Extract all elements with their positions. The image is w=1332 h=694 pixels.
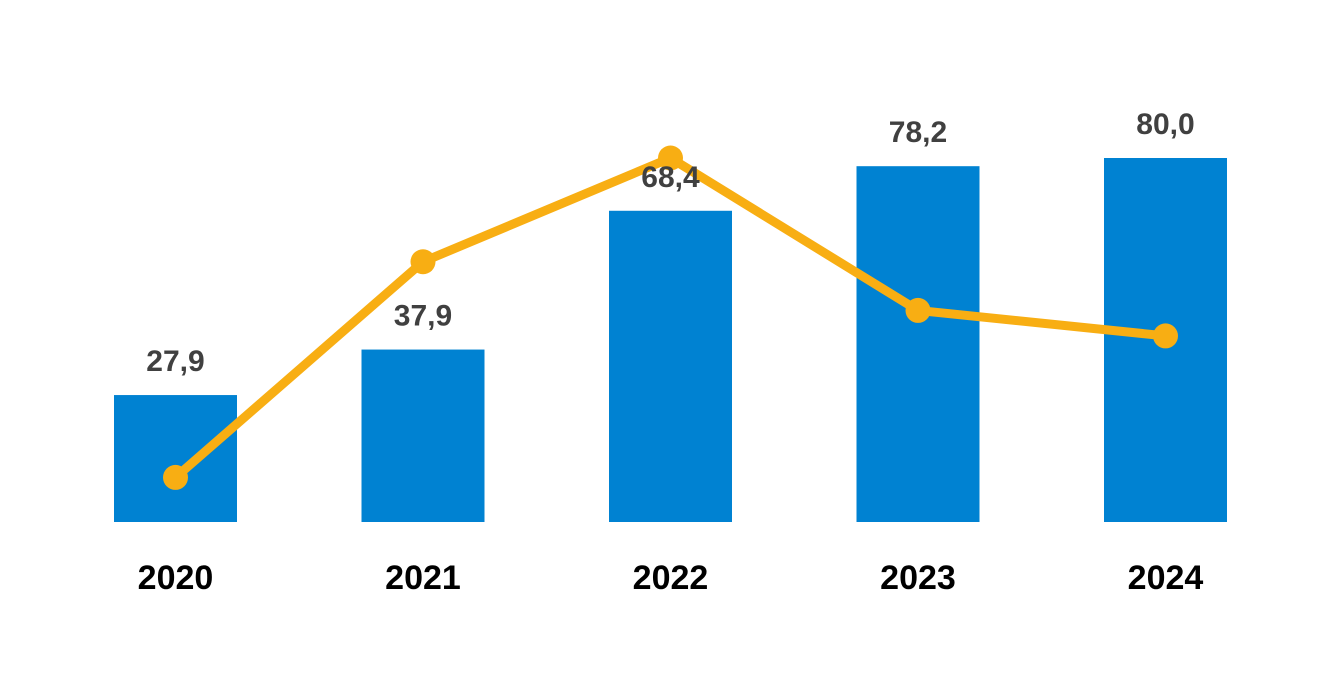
bar-2023 (856, 166, 980, 522)
bar-value-label-2022: 68,4 (641, 161, 700, 194)
bar-value-label-2024: 80,0 (1136, 108, 1194, 141)
line-series-group (163, 145, 1178, 490)
bar-2021 (361, 349, 485, 522)
bar-value-label-2021: 37,9 (394, 300, 452, 333)
line-marker-2024 (1153, 323, 1178, 349)
line-marker-2020 (163, 464, 188, 490)
x-tick-label-2023: 2023 (880, 559, 956, 597)
bars-group (114, 158, 1227, 522)
value-labels-group: 27,9 37,9 68,4 78,2 80,0 (146, 108, 1194, 378)
x-tick-label-2021: 2021 (385, 559, 461, 597)
bar-value-label-2020: 27,9 (146, 345, 204, 378)
bar-2022 (609, 210, 732, 522)
line-marker-2023 (905, 297, 931, 323)
x-tick-label-2022: 2022 (633, 559, 709, 597)
bar-value-label-2023: 78,2 (889, 116, 947, 149)
bar-2020 (114, 395, 237, 522)
x-tick-label-2020: 2020 (138, 559, 214, 597)
x-axis-labels-group: 2020 2021 2022 2023 2024 (138, 559, 1204, 597)
x-tick-label-2024: 2024 (1128, 559, 1204, 597)
line-marker-2022 (658, 145, 683, 171)
line-marker-2021 (410, 249, 436, 275)
